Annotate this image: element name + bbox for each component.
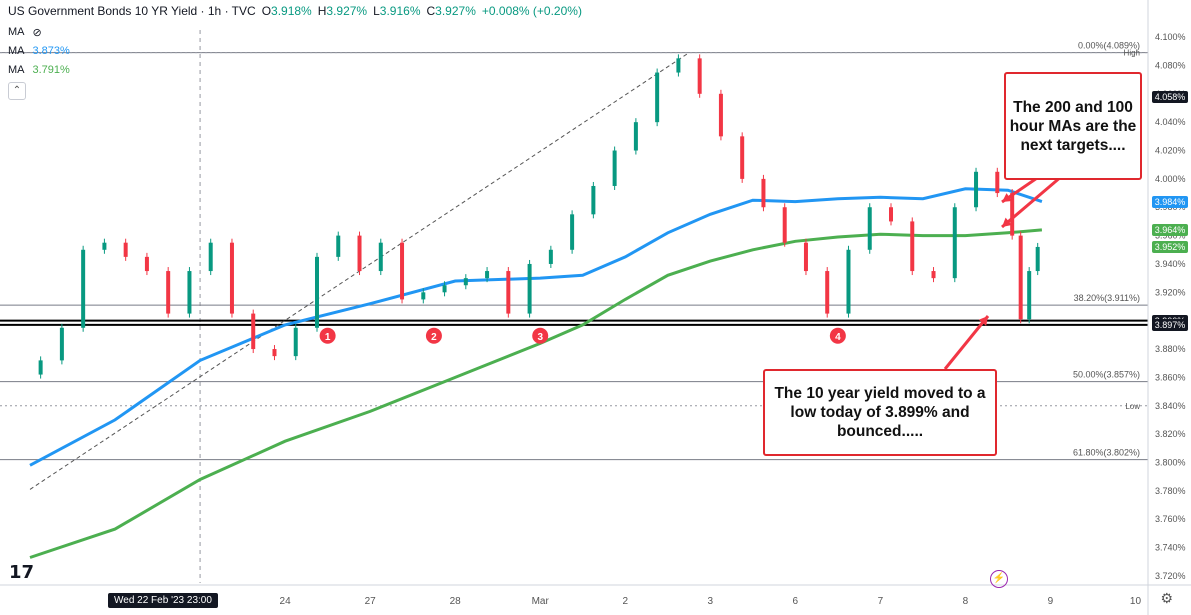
price-series [38,54,1040,379]
crosshair-date-label: Wed 22 Feb '23 23:00 [108,593,218,608]
x-tick-label: 7 [878,596,884,607]
low-label: L [373,4,380,18]
eye-off-icon[interactable]: ⊘ [32,27,42,39]
callout-arrows [943,174,1063,370]
indicator-value: 3.791% [32,64,70,76]
x-tick-label: Mar [532,596,550,607]
callout-arrow-head [1002,193,1012,202]
price-badge: 4.058% [1152,90,1188,103]
marker-label: 1 [325,332,331,343]
ma-series-line [29,187,1043,467]
y-tick-label: 4.040% [1155,117,1186,127]
callout-ma-targets: The 200 and 100 hour MAs are the next ta… [1004,72,1142,180]
indicator-row-ma-100[interactable]: MA 3.873% [8,45,70,57]
symbol-title[interactable]: US Government Bonds 10 YR Yield · 1h · T… [8,4,256,18]
y-tick-label: 3.720% [1155,571,1186,581]
callout-low-bounce-text: The 10 year yield moved to a low today o… [774,385,986,440]
y-tick-label: 3.880% [1155,344,1186,354]
change-value: +0.008% (+0.20%) [481,4,582,18]
range-label: High [1124,49,1140,58]
x-tick-label: 6 [793,596,799,607]
y-tick-label: 3.940% [1155,259,1186,269]
y-tick-label: 3.740% [1155,543,1186,553]
low-value: 3.916% [379,4,421,18]
x-tick-label: 10 [1130,596,1142,607]
marker-label: 2 [431,332,437,343]
high-value: 3.927% [326,4,368,18]
x-tick-label: 28 [450,596,462,607]
x-tick-label: 24 [280,596,292,607]
marker-circle [829,327,846,344]
horizontal-lines: 0.00%(4.089%) 38.20%(3.911%) 50.00%(3.857%… [0,41,1148,461]
marker-circle [532,327,549,344]
range-label: Low [1125,402,1140,411]
fib-level-label: 61.80%(3.802%) [1073,448,1140,458]
indicator-label: MA [8,26,25,38]
fib-level-label: 38.20%(3.911%) [1074,293,1140,303]
ma-series-line [29,228,1043,559]
marker-label: 3 [537,332,543,343]
price-badge: 3.984% [1152,195,1188,208]
close-value: 3.927% [435,4,476,18]
high-label: H [317,4,327,18]
indicator-label: MA [8,45,25,57]
open-value: 3.918% [271,4,312,18]
close-label: C [426,4,436,18]
y-tick-label: 3.800% [1155,457,1186,467]
y-tick-label: 3.820% [1155,429,1186,439]
collapse-indicators-button[interactable]: ⌃ [8,82,26,100]
callout-arrow-shaft [1001,174,1063,229]
x-tick-label: 9 [1048,596,1054,607]
ma-200-line [29,228,1043,559]
y-tick-label: 4.000% [1155,174,1186,184]
x-tick-label: 8 [963,596,969,607]
price-badge: 3.897% [1152,318,1188,331]
marker-label: 4 [835,332,841,343]
swing-low-markers: 1 2 3 4 [319,327,846,344]
lightning-icon[interactable]: ⚡ [990,570,1008,588]
y-tick-label: 3.780% [1155,486,1186,496]
chart-header: US Government Bonds 10 YR Yield · 1h · T… [8,4,582,18]
ma-100-line [29,187,1043,467]
callout-ma-targets-text: The 200 and 100 hour MAs are the next ta… [1009,98,1137,154]
fib-level-label: 50.00%(3.857%) [1073,370,1140,380]
callout-low-bounce: The 10 year yield moved to a low today o… [763,369,997,456]
price-badge: 3.952% [1152,240,1188,253]
y-tick-label: 3.860% [1155,372,1186,382]
indicator-label: MA [8,64,25,76]
indicator-row-ma-200[interactable]: MA 3.791% [8,64,70,76]
callout-arrow-head [1002,217,1012,227]
x-tick-label: 3 [708,596,714,607]
y-tick-label: 4.100% [1155,32,1186,42]
y-tick-label: 3.920% [1155,287,1186,297]
y-tick-label: 3.840% [1155,401,1186,411]
y-tick-label: 3.760% [1155,514,1186,524]
indicator-row-ma-hidden[interactable]: MA ⊘ [8,26,42,39]
y-tick-label: 4.020% [1155,146,1186,156]
y-tick-label: 4.080% [1155,60,1186,70]
marker-circle [319,327,336,344]
gear-icon[interactable]: ⚙ [1160,590,1173,606]
price-badge: 3.964% [1152,223,1188,236]
open-label: O [261,4,272,18]
marker-circle [425,327,442,344]
callout-arrow-shaft [943,315,990,370]
indicator-value: 3.873% [32,45,70,57]
tradingview-logo[interactable]: 17 [9,562,35,583]
x-tick-label: 2 [622,596,628,607]
fib-level-label: 0.00%(4.089%) [1078,41,1140,51]
x-tick-label: 27 [365,596,377,607]
callout-arrow-head [978,316,988,326]
